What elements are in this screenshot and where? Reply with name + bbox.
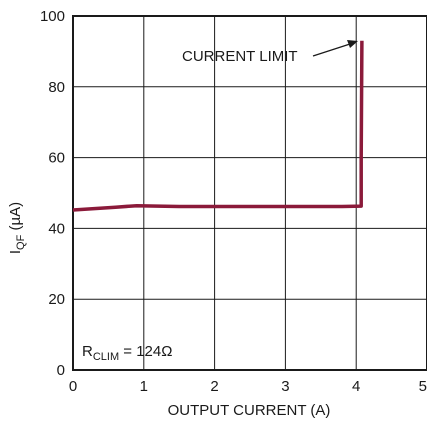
- tick-labels: 0 1 2 3 4 5 0 20 40 60 80 100: [40, 8, 427, 395]
- y-tick-label: 0: [57, 362, 65, 379]
- y-axis-label: IQF (µA): [7, 202, 27, 254]
- x-tick-label: 2: [210, 378, 218, 395]
- y-tick-label: 100: [40, 8, 65, 25]
- current-limit-arrowhead-icon: [347, 40, 358, 48]
- x-tick-label: 4: [352, 378, 360, 395]
- x-tick-label: 3: [281, 378, 289, 395]
- series-line: [72, 40, 364, 212]
- grid-lines: [73, 16, 427, 370]
- x-tick-label: 5: [419, 378, 427, 395]
- y-tick-label: 60: [48, 150, 65, 167]
- plot-area: [72, 15, 427, 371]
- x-axis-label: OUTPUT CURRENT (A): [168, 402, 331, 419]
- current-limit-annotation: CURRENT LIMIT: [182, 48, 298, 65]
- series-layer: [72, 40, 364, 212]
- y-tick-label: 20: [48, 291, 65, 308]
- y-tick-label: 40: [48, 220, 65, 237]
- rclim-annotation: RCLIM = 124Ω: [82, 343, 172, 363]
- current-limit-arrow-shaft: [312, 43, 351, 57]
- x-tick-label: 1: [140, 378, 148, 395]
- x-tick-label: 0: [69, 378, 77, 395]
- y-tick-label: 80: [48, 79, 65, 96]
